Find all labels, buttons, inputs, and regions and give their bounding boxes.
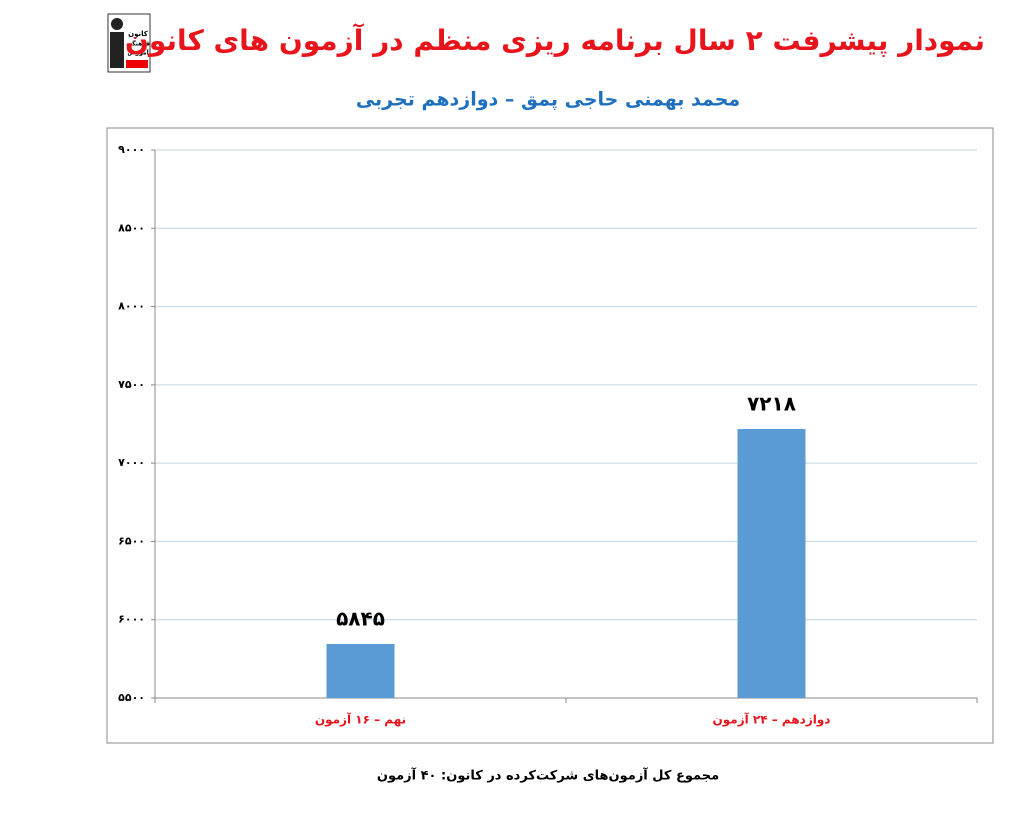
- y-tick-label: ۷۵۰۰: [118, 378, 145, 391]
- logo-text: فرهنگی: [126, 40, 150, 48]
- y-tick-label: ۶۰۰۰: [118, 613, 145, 626]
- y-tick-label: ۹۰۰۰: [118, 143, 145, 156]
- logo: کانون فرهنگی آموزش: [107, 13, 151, 73]
- y-tick-label: ۶۵۰۰: [118, 534, 145, 547]
- value-label: ۷۲۱۸: [747, 392, 796, 416]
- logo-text: کانون: [128, 30, 149, 38]
- x-tick-label: نهم – ۱۶ آزمون: [315, 712, 406, 728]
- logo-band: [126, 60, 148, 68]
- note: مجموع کل آزمون‌های شرکت‌کرده در کانون: ۴…: [377, 767, 719, 784]
- logo-figure: [110, 32, 124, 68]
- y-tick-label: ۷۰۰۰: [118, 456, 145, 469]
- chart-title: نمودار پیشرفت ۲ سال برنامه ریزی منظم در …: [125, 23, 985, 57]
- bar: [326, 643, 395, 698]
- y-tick-label: ۵۵۰۰: [118, 691, 145, 704]
- logo-figure: [111, 18, 123, 30]
- value-label: ۵۸۴۵: [336, 606, 385, 630]
- bar: [737, 429, 806, 698]
- y-tick-label: ۸۰۰۰: [118, 300, 145, 313]
- y-tick-label: ۸۵۰۰: [118, 221, 145, 234]
- chart-subtitle: محمد بهمنی حاجی پمق – دوازدهم تجربی: [356, 89, 740, 111]
- logo-text: آموزش: [127, 48, 149, 57]
- x-tick-label: دوازدهم – ۲۴ آزمون: [713, 712, 831, 728]
- plot-frame: [106, 127, 994, 744]
